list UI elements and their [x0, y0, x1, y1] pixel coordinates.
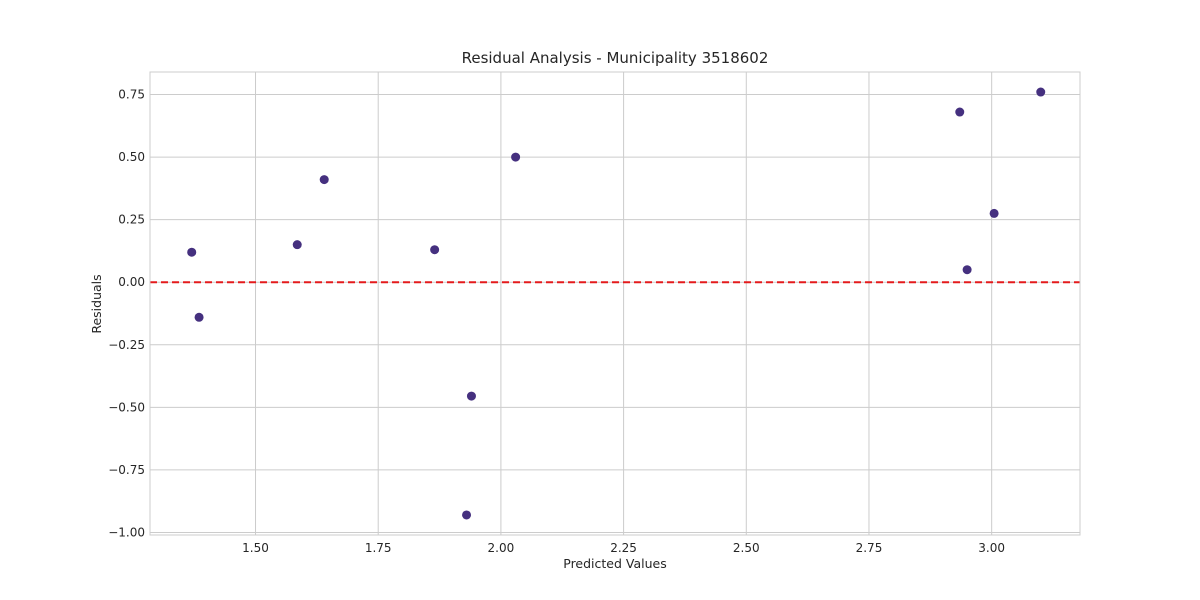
x-tick-label: 2.50: [733, 541, 760, 555]
data-point: [1036, 87, 1046, 97]
chart-title: Residual Analysis - Municipality 3518602: [462, 49, 769, 67]
y-tick-label: 0.75: [118, 88, 145, 102]
x-tick-label: 3.00: [978, 541, 1005, 555]
data-point: [989, 208, 999, 218]
y-tick-label: 0.25: [118, 213, 145, 227]
x-tick-label: 1.75: [365, 541, 392, 555]
y-tick-label: −1.00: [108, 525, 145, 539]
data-point: [319, 175, 329, 185]
x-tick-labels: 1.50 1.75 2.00 2.25 2.50 2.75 3.00: [242, 541, 1005, 555]
y-tick-label: −0.25: [108, 338, 145, 352]
plot-frame: [149, 71, 1081, 536]
y-tick-label: −0.75: [108, 463, 145, 477]
data-point: [292, 240, 302, 250]
y-tick-label: 0.00: [118, 275, 145, 289]
data-point: [430, 245, 440, 255]
data-point: [462, 510, 472, 520]
data-point: [187, 247, 197, 257]
x-tick-label: 2.25: [610, 541, 637, 555]
x-tick-label: 2.00: [488, 541, 515, 555]
data-point: [194, 312, 204, 322]
x-tick-label: 1.50: [242, 541, 269, 555]
data-point: [962, 265, 972, 275]
data-points: [187, 87, 1046, 520]
y-tick-labels: 0.75 0.50 0.25 0.00 −0.25 −0.50 −0.75 −1.00: [108, 88, 145, 540]
y-axis-label: Residuals: [89, 274, 104, 333]
y-tick-label: −0.50: [108, 400, 145, 414]
plot-area: [150, 72, 1080, 535]
x-tick-label: 2.75: [856, 541, 883, 555]
x-axis-label: Predicted Values: [563, 556, 667, 571]
data-point: [466, 391, 476, 401]
y-tick-label: 0.50: [118, 150, 145, 164]
data-point: [955, 107, 965, 117]
data-point: [511, 152, 521, 162]
